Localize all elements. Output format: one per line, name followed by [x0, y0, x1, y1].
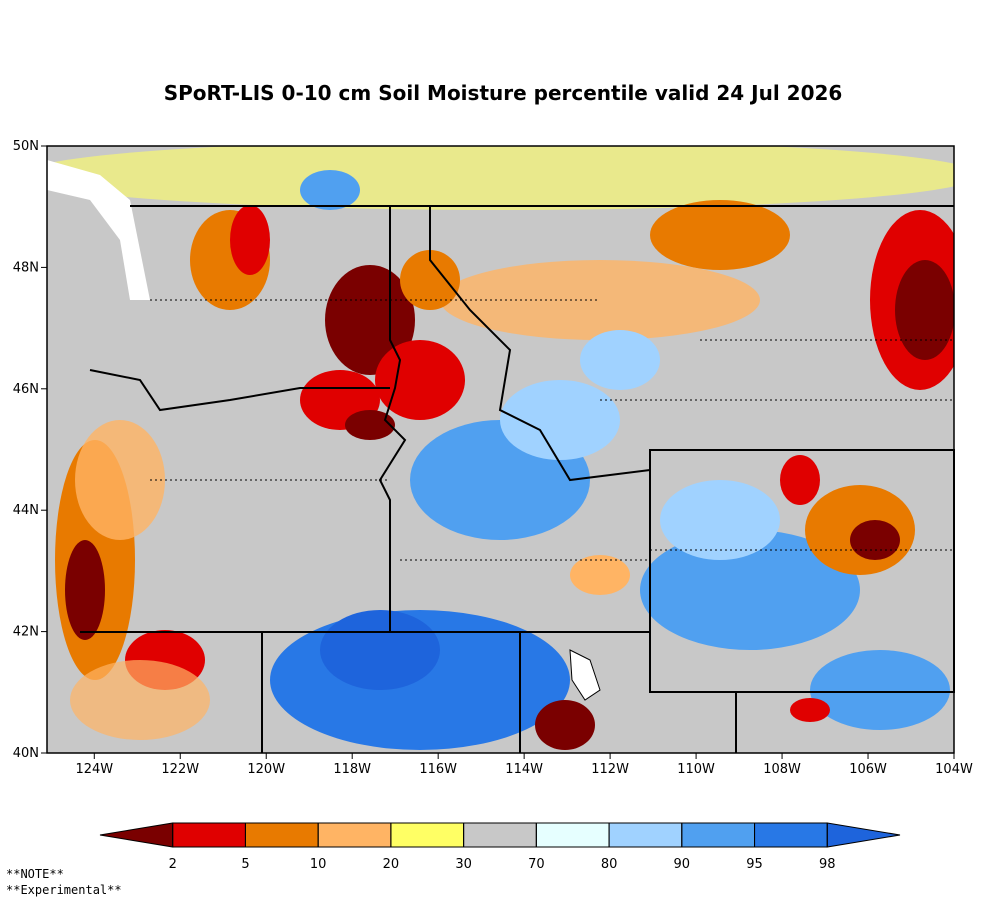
colorbar-tick-label: 5 [241, 857, 249, 872]
lat-tick-label: 48N [13, 260, 39, 275]
axes: 124W 122W 120W 118W 116W 114W 112W 110W 108W 106W… [13, 139, 973, 777]
colorbar-arrow [826, 822, 901, 848]
lon-tick-label: 112W [591, 762, 629, 777]
colorbar-bin [681, 822, 756, 848]
colorbar-tick-label: 70 [528, 857, 545, 872]
notes: **NOTE** **Experimental** [6, 867, 122, 897]
lat-tick-label: 40N [13, 746, 39, 761]
colorbar-tick-label: 30 [455, 857, 472, 872]
colorbar-tick-label: 95 [746, 857, 763, 872]
map-title: SPoRT-LIS 0-10 cm Soil Moisture percenti… [164, 81, 843, 105]
lat-tick-label: 44N [13, 503, 39, 518]
colorbar-arrow [99, 822, 174, 848]
colorbar-tick-label: 98 [819, 857, 836, 872]
lat-tick-label: 42N [13, 625, 39, 640]
lat-tick-label: 50N [13, 139, 39, 154]
lon-tick-label: 122W [161, 762, 199, 777]
colorbar-tick-label: 20 [383, 857, 400, 872]
colorbar-tick-label: 2 [169, 857, 177, 872]
colorbar-bin [390, 822, 465, 848]
lon-tick-label: 114W [505, 762, 543, 777]
colorbar-bin [244, 822, 319, 848]
colorbar-bin [317, 822, 392, 848]
lon-tick-label: 108W [763, 762, 801, 777]
colorbar-tick-label: 90 [674, 857, 691, 872]
lat-tick-label: 46N [13, 382, 39, 397]
colorbar-bin [535, 822, 610, 848]
lon-tick-label: 116W [419, 762, 457, 777]
colorbar-tick-label: 80 [601, 857, 618, 872]
lon-tick-label: 120W [247, 762, 285, 777]
colorbar-bin [754, 822, 828, 848]
lon-tick-label: 110W [677, 762, 715, 777]
map-frame [46, 145, 955, 754]
note: **Experimental** [6, 883, 122, 897]
lon-tick-label: 118W [333, 762, 371, 777]
colorbar-bin [172, 822, 246, 848]
lon-tick-label: 124W [75, 762, 113, 777]
colorbar-bin [463, 822, 537, 848]
note: **NOTE** [6, 867, 64, 881]
lon-tick-label: 104W [935, 762, 973, 777]
colorbar-bin [608, 822, 683, 848]
map-field [47, 146, 954, 753]
colorbar: 2 5 10 20 30 70 80 90 95 98 [99, 822, 901, 872]
colorbar-tick-label: 10 [310, 857, 327, 872]
lon-tick-label: 106W [849, 762, 887, 777]
